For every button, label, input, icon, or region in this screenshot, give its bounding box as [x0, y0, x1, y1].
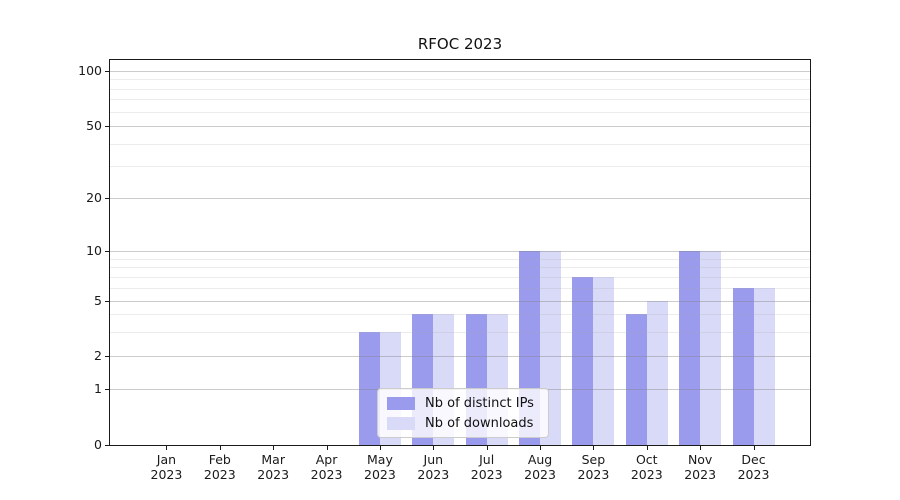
y-tickmark	[105, 356, 109, 357]
gridline-major-50	[110, 126, 810, 127]
y-tickmark	[105, 198, 109, 199]
y-tick-label-100: 100	[78, 63, 102, 78]
y-tickmark	[105, 126, 109, 127]
gridline-minor-9	[110, 258, 810, 260]
bar-ips-sep	[572, 276, 594, 445]
x-tickmark	[593, 446, 595, 450]
x-tickmark	[379, 446, 381, 450]
x-tickmark	[433, 446, 435, 450]
x-tickmark	[540, 446, 542, 450]
x-tick-label-jan: Jan 2023	[150, 452, 183, 482]
x-tickmark	[166, 446, 168, 450]
gridline-major-20	[110, 198, 810, 199]
x-tick-label-dec: Dec 2023	[737, 452, 770, 482]
x-tickmark	[273, 446, 275, 450]
y-tickmark	[105, 389, 109, 390]
gridline-minor-90	[110, 79, 810, 81]
legend-swatch-distinct-ips-icon	[387, 396, 415, 410]
plot-area: Nb of distinct IPs Nb of downloads	[109, 59, 811, 446]
y-tick-label-5: 5	[94, 293, 102, 308]
x-tickmark	[326, 446, 328, 450]
legend-label-downloads: Nb of downloads	[425, 415, 534, 431]
y-tick-label-10: 10	[86, 243, 102, 258]
legend-item-downloads: Nb of downloads	[387, 414, 539, 432]
x-tick-label-mar: Mar 2023	[257, 452, 290, 482]
y-tick-label-2: 2	[94, 348, 102, 363]
gridline-minor-6	[110, 287, 810, 289]
x-tickmark	[753, 446, 755, 450]
bar-ips-oct	[625, 314, 647, 445]
gridline-major-5	[110, 301, 810, 302]
y-tick-label-20: 20	[86, 190, 102, 205]
bar-ips-may	[358, 331, 380, 445]
y-tickmark	[105, 445, 109, 446]
legend: Nb of distinct IPs Nb of downloads	[377, 388, 549, 438]
y-tick-label-50: 50	[86, 118, 102, 133]
legend-swatch-downloads-icon	[387, 416, 415, 430]
x-tick-label-apr: Apr 2023	[310, 452, 343, 482]
gridline-minor-80	[110, 88, 810, 90]
gridline-minor-60	[110, 111, 810, 113]
x-tick-label-nov: Nov 2023	[684, 452, 717, 482]
y-tickmark	[105, 71, 109, 72]
gridline-minor-30	[110, 166, 810, 168]
bar-ips-dec	[732, 287, 754, 445]
x-tickmark	[700, 446, 702, 450]
legend-label-distinct-ips: Nb of distinct IPs	[425, 395, 534, 411]
legend-item-distinct-ips: Nb of distinct IPs	[387, 394, 539, 412]
x-tick-label-jun: Jun 2023	[417, 452, 450, 482]
gridline-minor-70	[110, 99, 810, 101]
bar-ips-nov	[679, 251, 701, 445]
bar-downloads-oct	[646, 301, 668, 445]
bar-downloads-sep	[593, 276, 615, 445]
x-tickmark	[646, 446, 648, 450]
gridline-minor-7	[110, 276, 810, 278]
gridline-minor-8	[110, 267, 810, 269]
y-tick-label-0: 0	[94, 437, 102, 452]
gridline-major-2	[110, 356, 810, 357]
gridline-minor-4	[110, 314, 810, 316]
bar-downloads-dec	[753, 287, 775, 445]
y-tickmark	[105, 251, 109, 252]
gridline-minor-3	[110, 331, 810, 333]
gridline-major-100	[110, 71, 810, 72]
x-tick-label-oct: Oct 2023	[630, 452, 663, 482]
x-tickmark	[219, 446, 221, 450]
bar-downloads-nov	[700, 251, 722, 445]
x-tick-label-feb: Feb 2023	[203, 452, 236, 482]
chart-title: RFOC 2023	[417, 35, 503, 53]
x-tick-label-sep: Sep 2023	[577, 452, 610, 482]
x-tick-label-aug: Aug 2023	[524, 452, 556, 482]
gridline-major-10	[110, 251, 810, 252]
gridline-minor-40	[110, 143, 810, 145]
x-tick-label-jul: Jul 2023	[470, 452, 503, 482]
y-tick-label-1: 1	[94, 381, 102, 396]
x-tick-label-may: May 2023	[364, 452, 396, 482]
y-tickmark	[105, 301, 109, 302]
x-tickmark	[486, 446, 488, 450]
